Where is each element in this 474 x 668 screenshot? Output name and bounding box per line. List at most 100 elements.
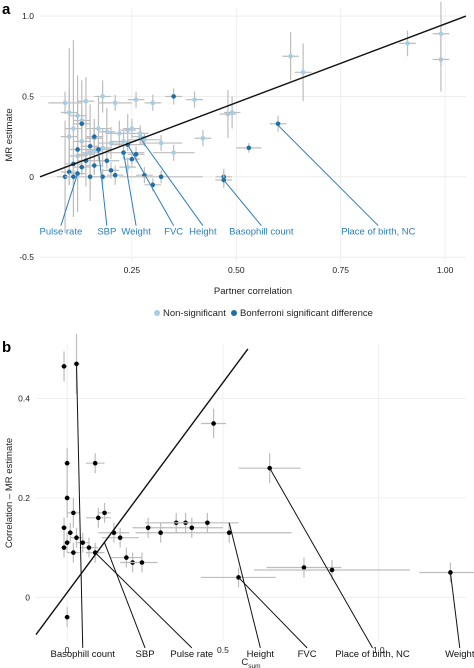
annotation-label: SBP [136,649,155,660]
annotation-leader [139,137,204,226]
identity-line [39,15,467,178]
annotation-leader [104,542,146,649]
panel-label-b: b [2,339,11,356]
annotation-leader [238,577,308,649]
annotation-label: SBP [97,227,116,238]
point [145,525,151,531]
point-significant [91,163,97,168]
point [189,525,195,531]
panel-label-a: a [2,1,11,18]
point-nonsignificant [229,110,235,115]
annotation-leader [94,552,193,649]
point-significant [112,172,118,178]
point [102,510,107,516]
point [71,550,76,555]
y-axis-title: Correlation – MR estimate [4,438,15,548]
annotation-label: Pulse rate [170,649,213,660]
point [86,545,92,550]
point [61,364,67,369]
annotation-leader [76,363,84,648]
y-tick-label: 0.2 [18,493,30,503]
x-tick-label: 0.75 [332,265,349,275]
legend-marker-nonsignificant [154,310,160,316]
point-nonsignificant [83,98,89,104]
legend-label-nonsignificant: Non-significant [163,308,226,319]
x-axis-title-main: Partner correlation [214,286,292,297]
annotation-leader [123,152,137,226]
x-tick-label: 0.50 [228,265,245,275]
y-tick-label: -0.5 [19,252,34,262]
x-tick-label: 0 [65,645,70,655]
point-nonsignificant [121,139,126,144]
point-significant [91,134,97,139]
y-tick-label: 0.4 [18,394,30,404]
annotation-leader [97,149,108,226]
point [64,540,70,545]
point [205,520,210,526]
annotation-label: Basophill count [229,227,294,238]
point-nonsignificant [192,97,197,102]
point-nonsignificant [200,135,206,141]
annotation-label: FVC [164,227,183,238]
annotation-leader [228,522,261,649]
annotation-leader [269,467,373,649]
point-significant [75,147,80,152]
point-nonsignificant [288,53,293,59]
point [64,614,70,620]
legend-label-significant: Bonferroni significant difference [240,308,373,319]
point-nonsignificant [129,126,135,131]
point [211,421,216,426]
point-significant [158,174,164,180]
point-nonsignificant [133,97,139,102]
point-nonsignificant [66,110,72,115]
panel-a-plot: 0.25 0.50 0.75 1.00 -0.5 0 0.5 1.0 Partner corre… [4,1,467,319]
annotation-label: FVC [298,649,317,660]
point [64,460,70,466]
annotation-label: Weight [121,227,151,238]
annotation-label: Place of birth, NC [335,649,410,660]
annotation-leader [277,125,379,227]
annotation-label: Basophill count [51,649,116,660]
y-tick-label: 0 [29,172,34,182]
x-tick-label: 0.5 [217,645,229,655]
point [61,525,67,531]
point [329,567,335,573]
point-nonsignificant [438,31,444,37]
x-axis-title: Partner correlation [214,286,292,297]
point-significant [96,147,101,152]
point-nonsignificant [96,126,101,131]
y-axis-title: MR estimate [4,108,15,161]
point [96,515,101,521]
point-significant [87,143,93,149]
point [74,535,79,540]
point [80,540,86,545]
point-significant [171,94,176,99]
y-tick-label: 0 [25,592,30,602]
point [64,495,70,501]
annotation-label: Height [189,227,217,238]
y-tick-label: 0.5 [22,91,34,101]
point-significant [71,174,76,180]
annotation-leader [60,173,79,226]
point-nonsignificant [158,140,164,146]
point-nonsignificant [62,100,68,106]
point-nonsignificant [150,100,156,106]
x-tick-label: 1.0 [373,645,385,655]
point-significant [79,121,85,127]
x-axis-title: Csum [241,657,260,668]
point [61,545,67,550]
x-tick-label: 1.00 [437,265,454,275]
point [158,530,163,536]
point [301,565,307,570]
point [117,535,123,540]
panel-b-plot: 0 0.5 1.0 0 0.2 0.4 Csum Correlation – MR estim… [4,334,474,668]
point-significant [104,158,110,164]
annotation-label: Place of birth, NC [341,227,416,238]
x-axis-title-subscript: sum [248,663,260,668]
legend-marker-significant [231,310,237,316]
point-nonsignificant [117,131,122,136]
point-significant [246,145,252,151]
point-significant [121,150,126,155]
point [71,510,76,516]
